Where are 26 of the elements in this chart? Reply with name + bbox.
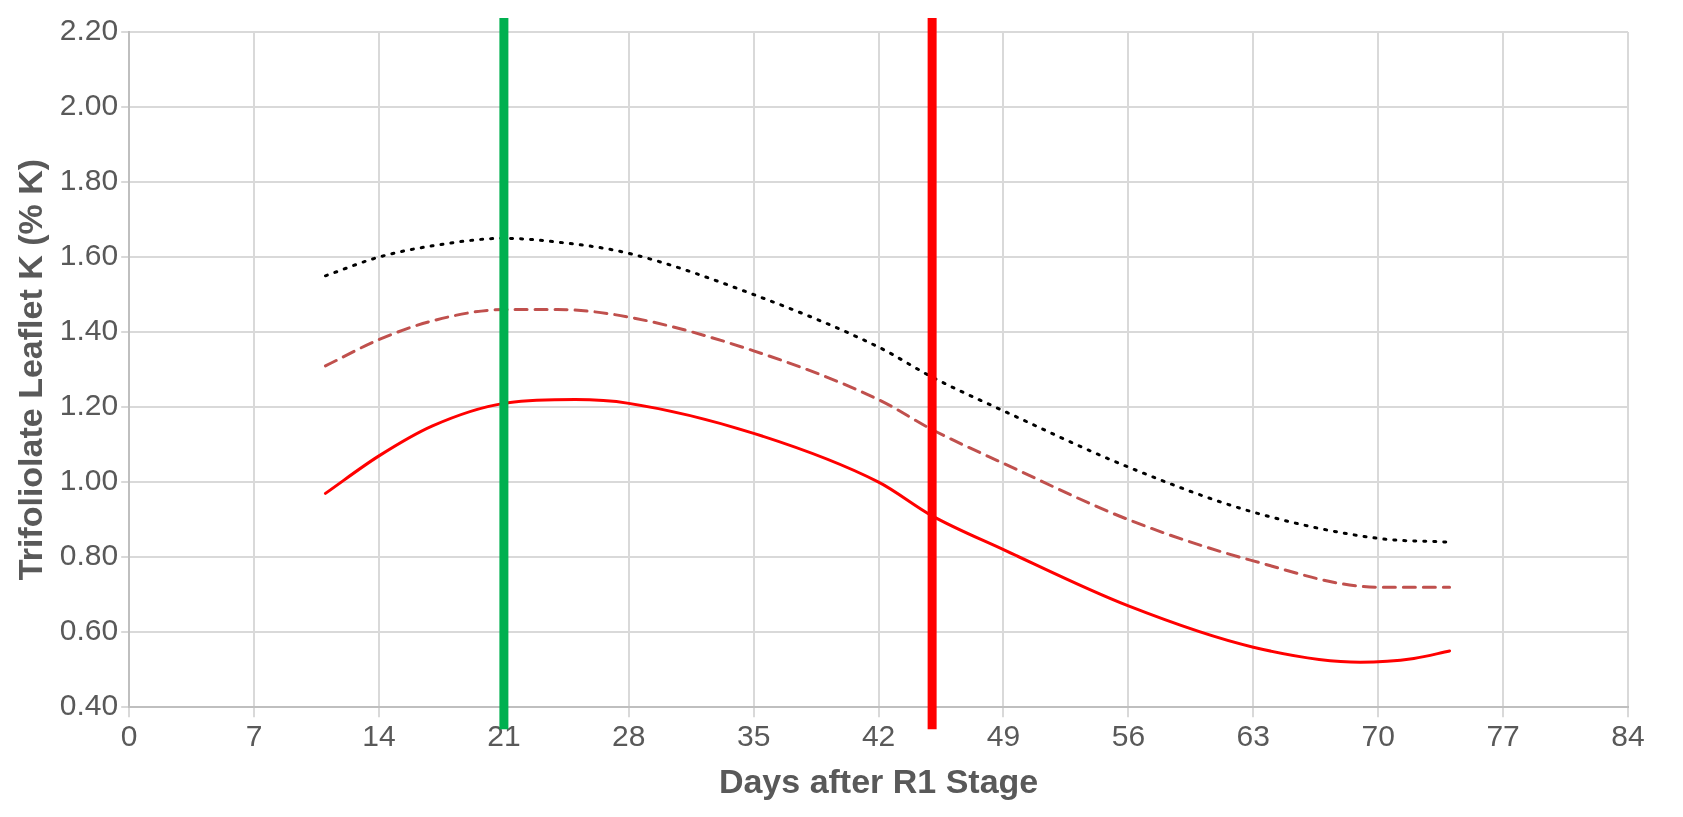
y-tick-label: 0.40 — [59, 688, 119, 722]
x-tick-label: 49 — [986, 719, 1021, 753]
x-tick-label: 7 — [245, 719, 263, 753]
x-axis-title: Days after R1 Stage — [718, 761, 1039, 800]
x-tick-label: 35 — [737, 719, 771, 753]
y-tick-label: 0.80 — [59, 538, 119, 572]
y-tick-label: 1.80 — [59, 163, 119, 197]
y-tick-label: 1.60 — [59, 238, 119, 272]
x-tick-label: 14 — [362, 719, 396, 753]
y-tick-label: 1.20 — [59, 388, 119, 422]
y-axis-title: Trifoliolate Leaflet K (% K) — [10, 158, 49, 581]
x-tick-label: 56 — [1111, 719, 1146, 753]
x-tick-label: 21 — [487, 719, 521, 753]
x-tick-label: 28 — [612, 719, 646, 753]
x-tick-label: 42 — [861, 719, 896, 753]
line-series — [323, 308, 1452, 589]
x-tick-label: 77 — [1486, 719, 1520, 753]
x-tick-label: 70 — [1361, 719, 1395, 753]
y-tick-label: 0.60 — [59, 613, 119, 647]
x-tick-label: 0 — [120, 719, 138, 753]
y-tick-label: 1.00 — [59, 463, 119, 497]
y-tick-label: 1.40 — [59, 313, 119, 347]
y-tick-label: 2.20 — [59, 13, 119, 47]
x-tick-label: 63 — [1236, 719, 1270, 753]
y-tick-label: 2.00 — [59, 88, 119, 122]
x-tick-label: 84 — [1611, 719, 1645, 753]
